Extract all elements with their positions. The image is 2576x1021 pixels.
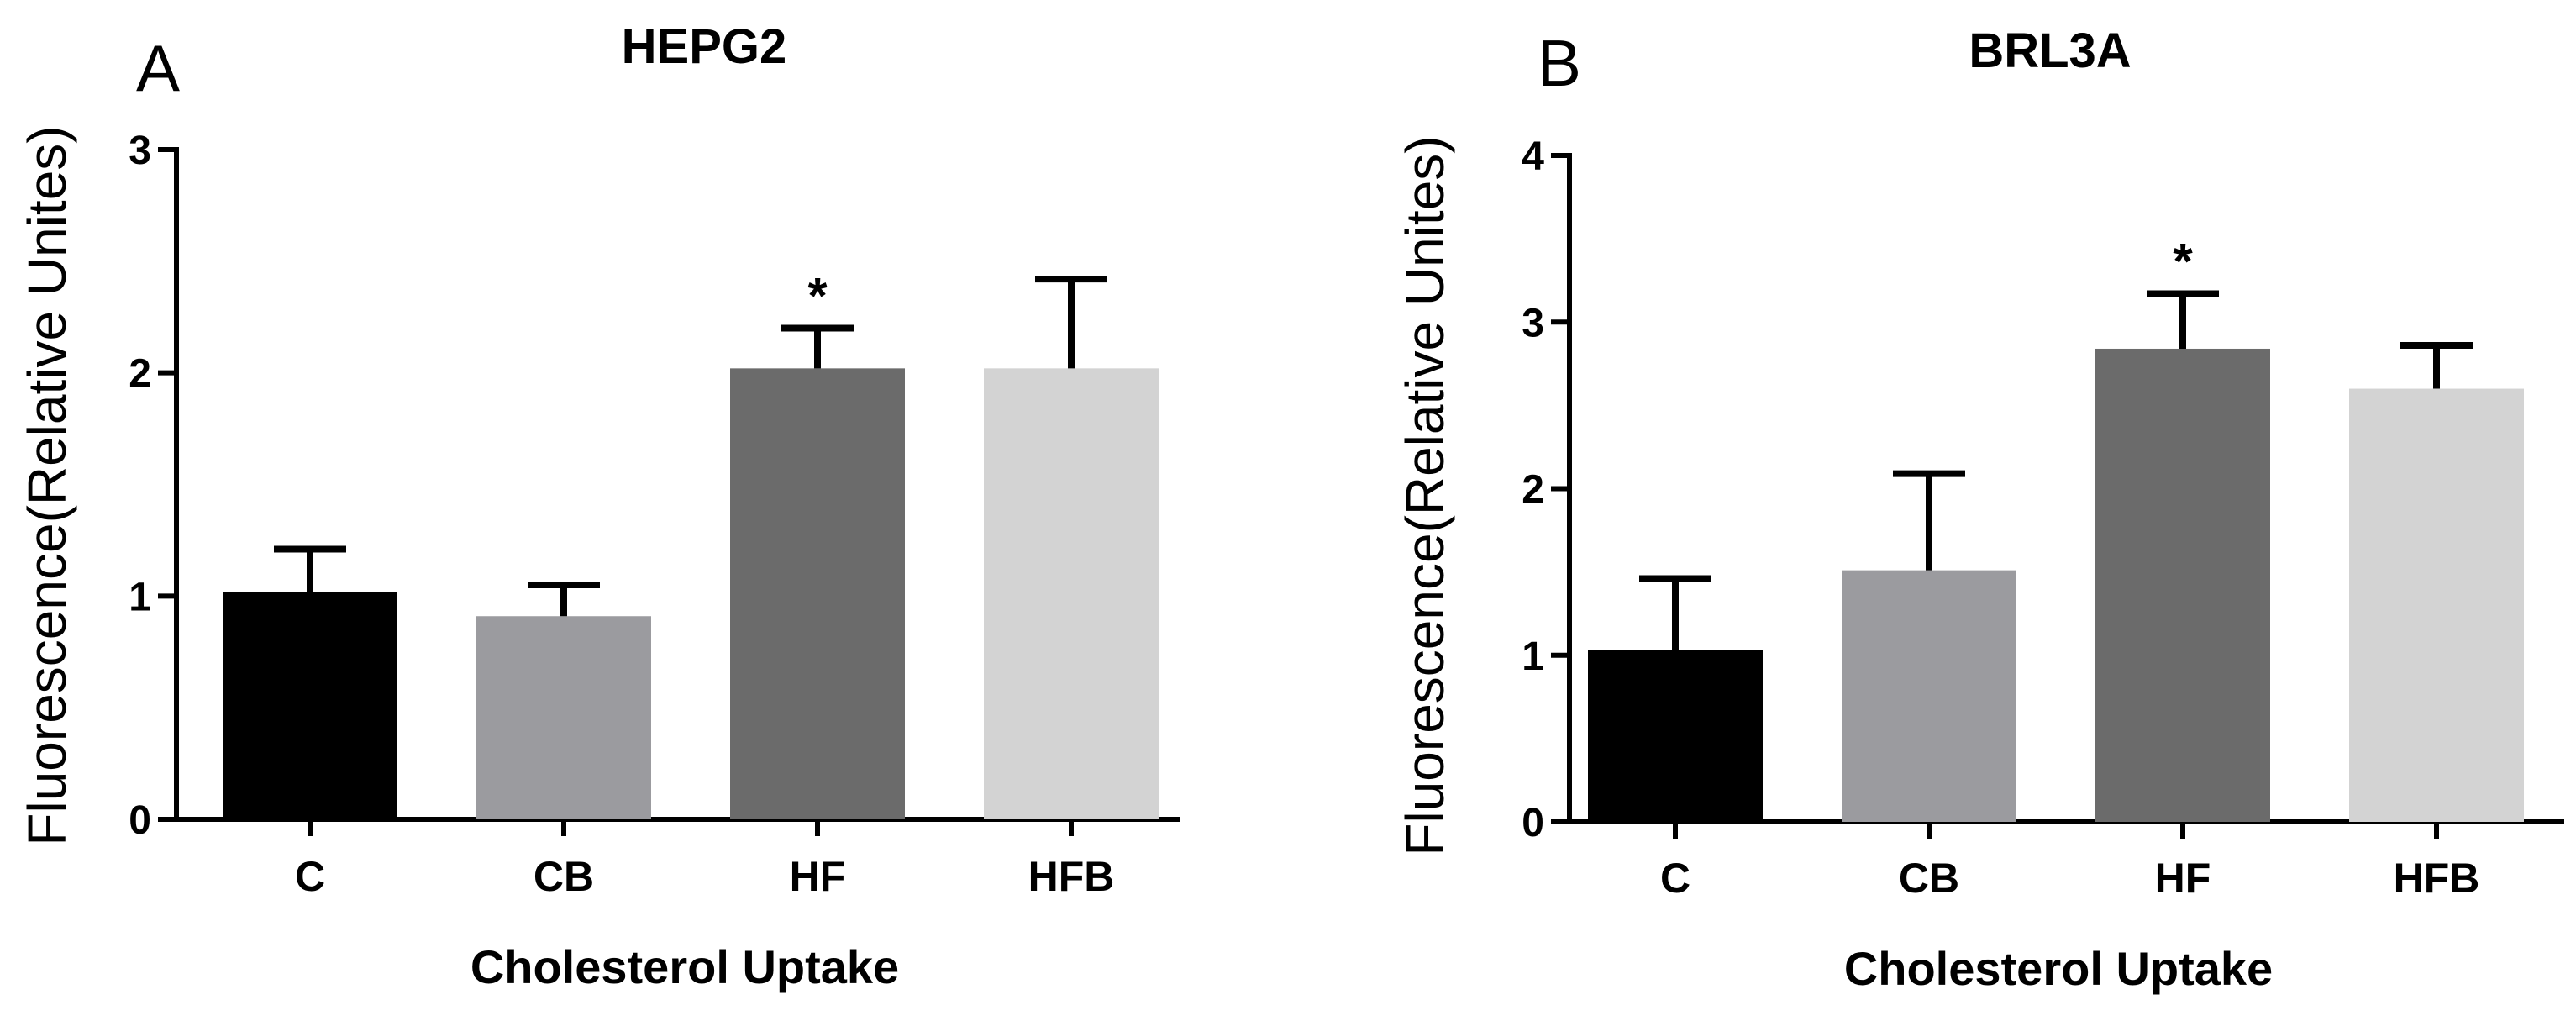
panel-a-chart-title: HEPG2 xyxy=(622,19,787,74)
panel-a-category-label-hfb: HFB xyxy=(1028,853,1115,900)
panel-a-bar-c xyxy=(223,592,397,819)
panel-b-y-tick-label: 3 xyxy=(1522,301,1544,345)
panel-b-panel-letter: B xyxy=(1538,26,1581,100)
panel-a-y-tick-label: 2 xyxy=(129,352,151,397)
panel-b-bar-c xyxy=(1588,650,1763,822)
panel-b-category-label-cb: CB xyxy=(1899,855,1959,902)
panel-b-y-tick-label: 2 xyxy=(1522,468,1544,513)
panel-b-bar-hf xyxy=(2095,348,2270,823)
panel-b-bar-cb xyxy=(1842,570,2016,822)
panel-a-bar-hfb xyxy=(984,368,1159,819)
panel-a-category-label-c: C xyxy=(295,853,325,900)
panel-b-y-tick-label: 1 xyxy=(1522,634,1544,679)
panel-b-y-axis-label: Fluorescence(Relative Unites) xyxy=(1395,135,1455,855)
panel-a-bar-hf xyxy=(730,368,905,819)
panel-b-x-axis-label: Cholesterol Uptake xyxy=(1844,942,2273,995)
panel-a-x-axis-label: Cholesterol Uptake xyxy=(471,940,899,993)
panel-b-category-label-c: C xyxy=(1660,855,1690,902)
panel-a-bar-cb xyxy=(476,616,651,819)
panel-b-significance-marker-hf: * xyxy=(2173,234,2193,290)
panel-a-panel-letter: A xyxy=(136,31,180,105)
panel-b-y-tick-label: 4 xyxy=(1522,134,1544,179)
panel-a-category-label-cb: CB xyxy=(534,853,594,900)
panel-a-category-label-hf: HF xyxy=(790,853,846,900)
panel-a-y-tick-label: 1 xyxy=(129,575,151,619)
panel-a-y-tick-label: 3 xyxy=(129,129,151,173)
panel-b-chart-title: BRL3A xyxy=(1969,24,2131,78)
panel-b-bar-hfb xyxy=(2349,388,2524,822)
panel-b-y-tick-label: 0 xyxy=(1522,801,1544,845)
panel-b-category-label-hf: HF xyxy=(2155,855,2211,902)
panel-b-category-label-hfb: HFB xyxy=(2394,855,2480,902)
panel-a-y-tick-label: 0 xyxy=(129,798,151,843)
panel-a-significance-marker-hf: * xyxy=(807,268,828,324)
panel-a-y-axis-label: Fluorescence(Relative Unites) xyxy=(17,125,77,845)
